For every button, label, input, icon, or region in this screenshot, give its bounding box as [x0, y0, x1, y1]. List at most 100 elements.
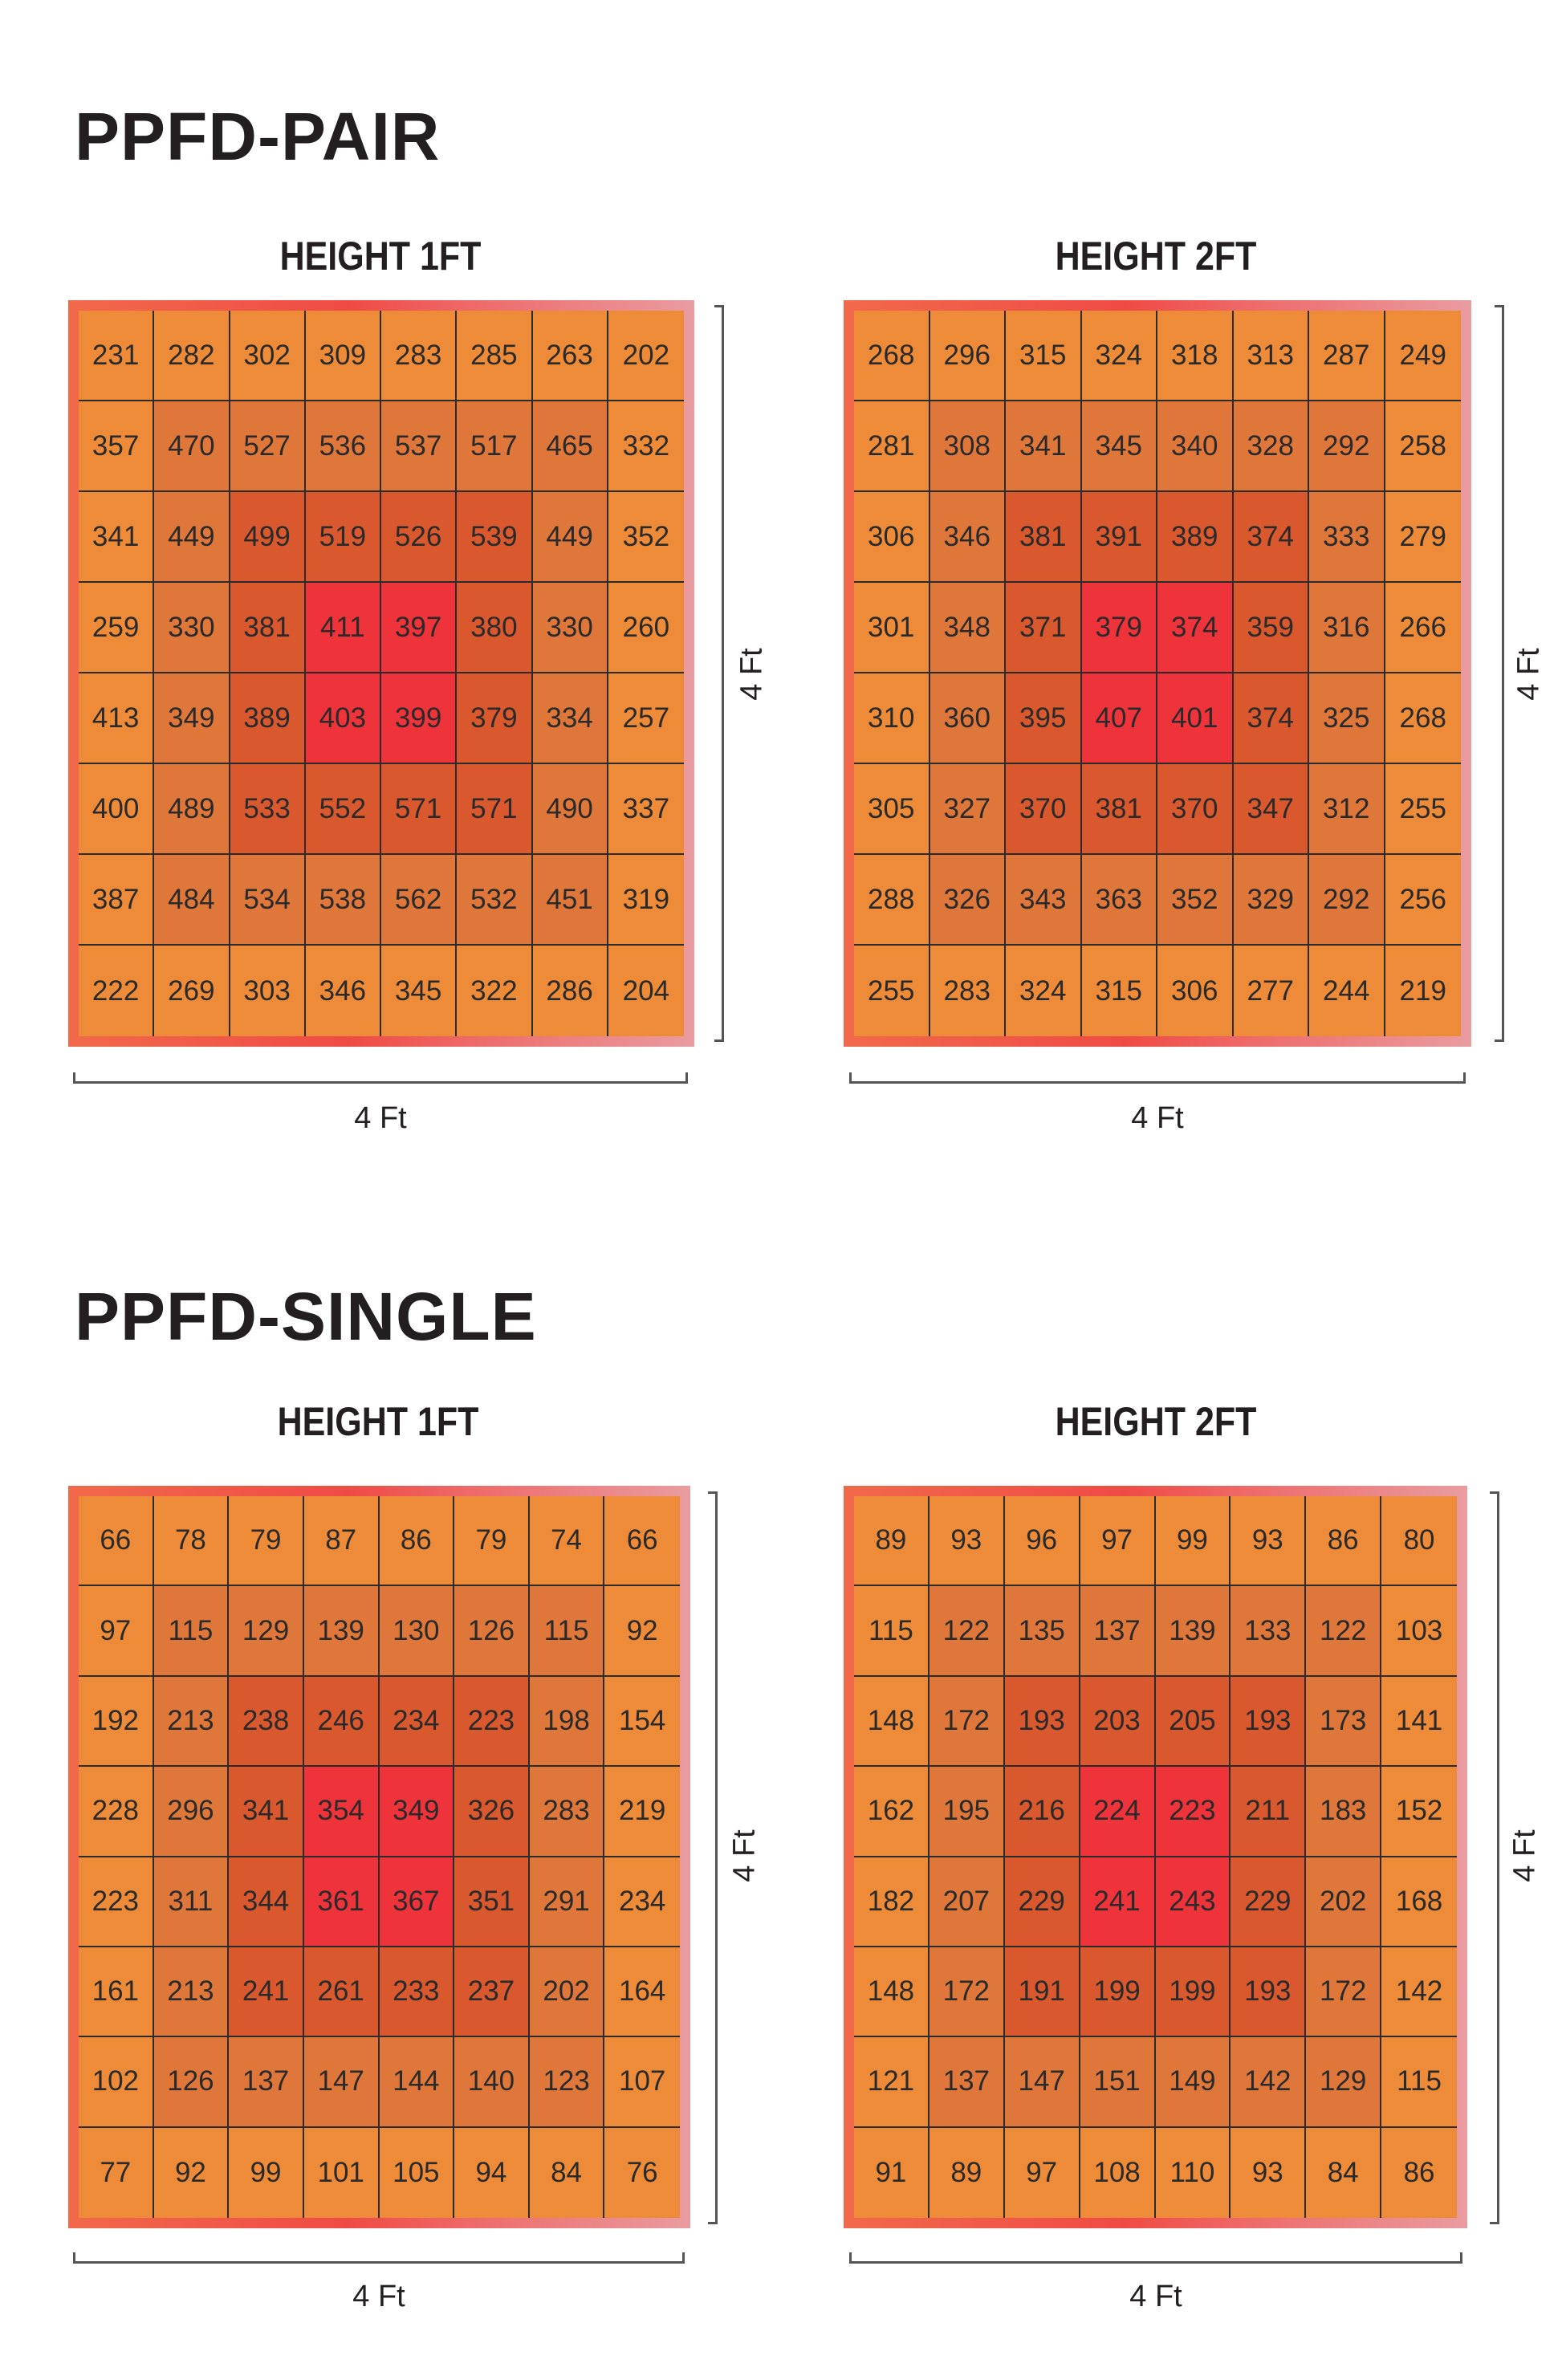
heatmap-cell: 115 [153, 1586, 230, 1677]
heatmap-cell: 269 [154, 946, 230, 1036]
heatmap-cell: 219 [1385, 946, 1461, 1036]
heatmap-cell: 279 [1385, 492, 1461, 583]
heatmap-cell: 199 [1155, 1947, 1231, 2038]
heatmap-cell: 74 [529, 1496, 605, 1587]
heatmap-cell: 348 [929, 583, 1006, 673]
height-dimension-label: 4 Ft [727, 1829, 762, 1882]
heatmap-cell: 126 [454, 1586, 530, 1677]
heatmap-cell: 199 [1080, 1947, 1156, 2038]
heatmap-cell: 244 [1309, 946, 1385, 1036]
heatmap-cell: 79 [229, 1496, 304, 1587]
heatmap-cell: 139 [1155, 1586, 1231, 1677]
heatmap-cell: 352 [1157, 855, 1234, 946]
heatmap-cell: 94 [454, 2127, 530, 2218]
heatmap-cell: 325 [1309, 673, 1385, 764]
heatmap-cell: 122 [1306, 1586, 1382, 1677]
heatmap-cell: 281 [854, 401, 930, 492]
heatmap-cell: 193 [1230, 1947, 1307, 2038]
heatmap-cell: 374 [1157, 583, 1234, 673]
heatmap-cell: 78 [153, 1496, 230, 1587]
heatmap-cell: 135 [1004, 1586, 1080, 1677]
heatmap-cell: 202 [1306, 1857, 1382, 1947]
heatmap-cell: 340 [1157, 401, 1234, 492]
section-title-pair: PPFD-PAIR [75, 99, 441, 174]
heatmap-cell: 381 [1081, 764, 1157, 855]
panel-title: HEIGHT 1FT [279, 234, 482, 279]
height-dimension-bracket [708, 1491, 718, 2224]
heatmap-cell: 172 [929, 1947, 1005, 2038]
heatmap-cell: 130 [379, 1586, 455, 1677]
heatmap-cell: 192 [79, 1676, 154, 1768]
heatmap-cell: 322 [457, 946, 533, 1036]
heatmap-cell: 346 [929, 492, 1006, 583]
panel-title: HEIGHT 2FT [1055, 1399, 1257, 1444]
heatmap-cell: 345 [381, 946, 458, 1036]
heatmap-cell: 277 [1233, 946, 1309, 1036]
heatmap-cell: 536 [305, 401, 381, 492]
heatmap-cell: 268 [1385, 673, 1461, 764]
heatmap-cell: 499 [230, 492, 306, 583]
heatmap-cell: 562 [381, 855, 458, 946]
heatmap-cell: 84 [1306, 2127, 1382, 2218]
width-dimension-label: 4 Ft [1131, 1101, 1184, 1135]
heatmap-cell: 319 [608, 855, 684, 946]
heatmap-cell: 223 [454, 1676, 530, 1768]
heatmap-cell: 229 [1004, 1857, 1080, 1947]
heatmap-cell: 213 [153, 1676, 230, 1768]
heatmap-cell: 292 [1309, 401, 1385, 492]
heatmap-cell: 552 [305, 764, 381, 855]
heatmap-cell: 173 [1306, 1676, 1382, 1768]
heatmap-cell: 97 [1004, 2127, 1080, 2218]
heatmap-cell: 399 [381, 673, 458, 764]
heatmap-cell: 401 [1157, 673, 1234, 764]
heatmap-cell: 102 [79, 2037, 154, 2128]
heatmap-cell: 213 [153, 1947, 230, 2038]
heatmap-cell: 149 [1155, 2037, 1231, 2128]
heatmap-cell: 211 [1230, 1767, 1307, 1857]
heatmap-cell: 144 [379, 2037, 455, 2128]
heatmap-cell: 296 [929, 311, 1006, 401]
ppfd-heatmap-grid: 66 78 79 87 86 79 74 66 97 115 129 139 130 126 115 92 19… [68, 1486, 690, 2228]
heatmap-cell: 246 [303, 1676, 380, 1768]
heatmap-cell: 154 [604, 1676, 680, 1768]
heatmap-cell: 347 [1233, 764, 1309, 855]
heatmap-cell: 92 [153, 2127, 230, 2218]
heatmap-cell: 380 [457, 583, 533, 673]
heatmap-cell: 257 [608, 673, 684, 764]
heatmap-cell: 87 [303, 1496, 380, 1587]
heatmap-cell: 334 [532, 673, 608, 764]
heatmap-cell: 151 [1080, 2037, 1156, 2128]
heatmap-cell: 133 [1230, 1586, 1307, 1677]
heatmap-cell: 223 [1155, 1767, 1231, 1857]
heatmap-cell: 361 [303, 1857, 380, 1947]
heatmap-cell: 229 [1230, 1857, 1307, 1947]
heatmap-cell: 121 [854, 2037, 929, 2128]
heatmap-cell: 99 [229, 2127, 304, 2218]
heatmap-cell: 286 [532, 946, 608, 1036]
heatmap-cell: 345 [1081, 401, 1157, 492]
heatmap-cell: 400 [79, 764, 155, 855]
heatmap-cell: 89 [929, 2127, 1005, 2218]
heatmap-cell: 223 [79, 1857, 154, 1947]
heatmap-cell: 341 [1006, 401, 1082, 492]
heatmap-cell: 527 [230, 401, 306, 492]
heatmap-cell: 315 [1081, 946, 1157, 1036]
heatmap-cell: 329 [1233, 855, 1309, 946]
heatmap-cell: 137 [929, 2037, 1005, 2128]
heatmap-cell: 449 [532, 492, 608, 583]
heatmap-cell: 202 [608, 311, 684, 401]
width-dimension-label: 4 Ft [352, 2280, 405, 2313]
heatmap-cell: 370 [1157, 764, 1234, 855]
heatmap-cell: 122 [929, 1586, 1005, 1677]
heatmap-cell: 287 [1309, 311, 1385, 401]
heatmap-cell: 203 [1080, 1676, 1156, 1768]
heatmap-cell: 413 [79, 673, 155, 764]
heatmap-cell: 451 [532, 855, 608, 946]
heatmap-cell: 379 [457, 673, 533, 764]
heatmap-cell: 66 [604, 1496, 680, 1587]
heatmap-cell: 571 [457, 764, 533, 855]
heatmap-cell: 363 [1081, 855, 1157, 946]
heatmap-cell: 387 [79, 855, 155, 946]
ppfd-heatmap-grid: 231 282 302 309 283 285 263 202 357 470 527 536 537 5… [68, 300, 694, 1047]
heatmap-cell: 411 [305, 583, 381, 673]
